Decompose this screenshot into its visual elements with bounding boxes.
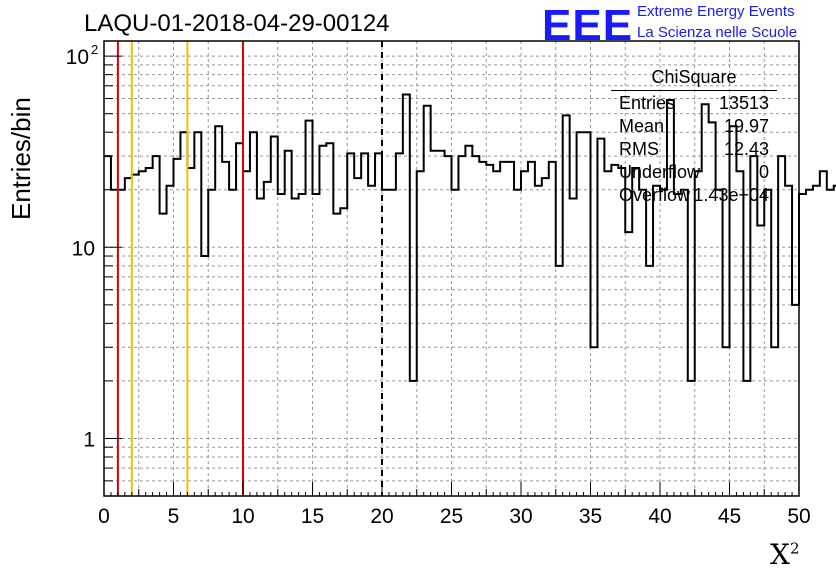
stats-label: Underflow [619,162,701,182]
x-axis-label-superscript: 2 [789,539,800,558]
stats-label: Mean [619,116,665,136]
x-tick-label: 30 [509,505,532,528]
stats-value: 12.43 [723,139,769,159]
eee-logo: EEE [542,1,634,50]
stats-label: RMS [619,139,659,159]
histogram-bins [104,93,836,382]
stats-box: ChiSquare Entries 13513 Mean 19.97 RMS 12.4… [611,67,777,207]
x-tick-label: 5 [168,505,180,528]
x-tick-label: 35 [579,505,602,528]
stats-value: 19.97 [723,116,769,136]
x-tick-label: 10 [231,505,254,528]
stats-row-overflow: Overflow 1.43e+04 [611,184,777,207]
x-axis-label-base: X [770,538,790,571]
x-tick-label: 0 [98,505,110,528]
y-tick-label: 10 [72,237,95,260]
x-axis-label: X2 [770,538,799,571]
stats-label: Overflow [619,185,691,205]
y-tick-label: 1 [83,428,95,451]
stats-value: 1.43e+04 [693,185,769,205]
chart-title: LAQU-01-2018-04-29-00124 [84,10,390,37]
x-tick-label: 20 [370,505,393,528]
x-tick-label: 50 [787,505,810,528]
stats-value: 13513 [718,93,769,113]
logo-tagline-1: Extreme Energy Events [637,3,795,20]
x-tick-label: 40 [648,505,671,528]
stats-row-underflow: Underflow 0 [611,161,777,184]
grid-lines [104,41,799,497]
stats-row-rms: RMS 12.43 [611,138,777,161]
stats-row-mean: Mean 19.97 [611,115,777,138]
axis-ticks [103,55,800,497]
y-tick-label: 10 [66,46,89,69]
stats-title: ChiSquare [611,67,777,91]
logo-tagline-2: La Scienza nelle Scuole [637,24,798,41]
stats-label: Entries [619,93,676,113]
stats-row-entries: Entries 13513 [611,92,777,115]
x-tick-labels: 0 5 10 15 20 25 30 35 40 45 50 [98,505,811,528]
stats-value: 0 [758,162,769,182]
histogram-outline [104,93,836,382]
x-tick-label: 45 [718,505,741,528]
y-axis-label: Entries/bin [6,97,36,220]
reference-lines [116,41,383,496]
x-tick-label: 15 [301,505,324,528]
y-tick-exponent: 2 [91,42,98,57]
x-tick-label: 25 [440,505,463,528]
